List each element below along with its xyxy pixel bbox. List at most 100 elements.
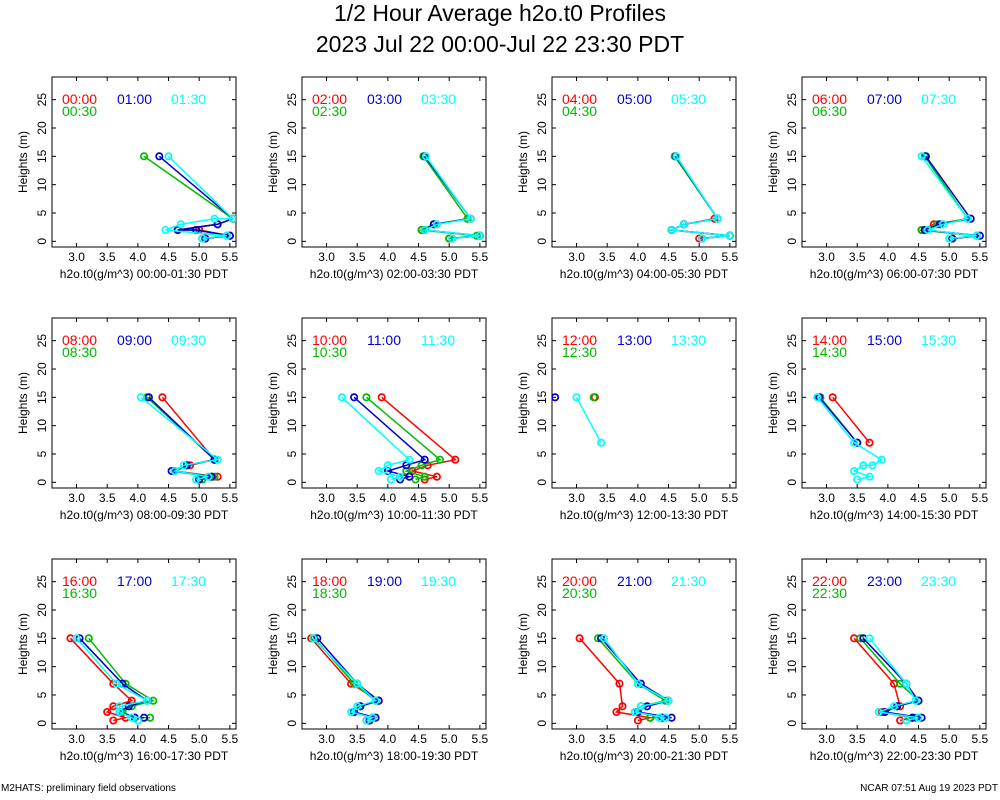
y-tick-label: 15	[535, 149, 549, 163]
x-tick-label: 4.5	[660, 491, 677, 505]
y-tick-label: 5	[785, 691, 799, 698]
data-point	[667, 225, 676, 235]
x-tick-label: 4.0	[130, 732, 147, 746]
legend-entry: 05:30	[671, 91, 706, 107]
legend-entry: 08:30	[62, 344, 97, 360]
data-point	[195, 475, 204, 484]
data-point	[630, 707, 639, 717]
legend-entry: 14:30	[812, 344, 847, 360]
data-point	[914, 713, 923, 722]
y-tick-label: 10	[285, 660, 299, 674]
data-layer	[575, 634, 676, 725]
chart-panel: 3.0 3.5 4.0 4.5 5.0 5.5 0 5 10 15 20 25 h2o.t0(g/m^3…	[16, 317, 239, 522]
legend-entry: 00:30	[62, 103, 97, 119]
y-tick-label: 25	[785, 93, 799, 107]
y-tick-label: 0	[35, 479, 49, 486]
y-tick-label: 15	[285, 631, 299, 645]
x-tick-label: 3.5	[849, 732, 866, 746]
x-tick-label: 5.0	[191, 732, 208, 746]
x-tick-label: 3.0	[818, 732, 835, 746]
legend-entry: 06:00	[812, 91, 847, 107]
data-layer	[813, 393, 886, 484]
data-point	[828, 393, 837, 402]
data-point	[850, 438, 859, 447]
series-line	[597, 637, 668, 719]
data-point	[161, 225, 170, 235]
data-point	[902, 679, 911, 688]
y-tick-label: 0	[535, 479, 549, 486]
data-point	[972, 231, 981, 240]
x-tick-label: 5.0	[441, 250, 458, 264]
x-tick-label: 4.0	[130, 491, 147, 505]
legend-entry: 03:30	[421, 91, 456, 107]
data-point	[963, 214, 972, 223]
y-tick-label: 5	[35, 691, 49, 698]
x-axis-label: h2o.t0(g/m^3) 22:00-23:30 PDT	[810, 749, 979, 763]
y-tick-label: 5	[285, 691, 299, 698]
data-point	[466, 214, 475, 223]
y-tick-label: 0	[35, 238, 49, 245]
series-line	[421, 155, 480, 240]
data-point	[115, 702, 124, 711]
data-point	[658, 713, 667, 722]
data-point	[850, 466, 859, 476]
data-point	[877, 455, 886, 464]
legend-entry: 23:30	[921, 573, 956, 589]
plot-frame	[301, 76, 487, 248]
data-point	[347, 707, 356, 717]
x-tick-label: 5.5	[972, 250, 989, 264]
y-tick-label: 15	[35, 149, 49, 163]
data-point	[353, 679, 362, 688]
x-tick-label: 3.0	[68, 491, 85, 505]
data-point	[176, 220, 185, 229]
plot-frame	[51, 558, 237, 730]
legend-entry: 17:00	[117, 573, 152, 589]
data-point	[451, 455, 460, 464]
x-tick-label: 4.0	[380, 491, 397, 505]
legend-entry: 22:30	[812, 585, 847, 601]
plot-frame	[301, 558, 487, 730]
x-tick-label: 4.5	[160, 491, 177, 505]
legend-entry: 21:00	[617, 573, 652, 589]
y-tick-label: 10	[785, 178, 799, 192]
y-tick-label: 15	[535, 390, 549, 404]
x-axis-label: h2o.t0(g/m^3) 10:00-11:30 PDT	[310, 508, 478, 522]
x-tick-label: 5.0	[691, 732, 708, 746]
y-axis-label: Heights (m)	[16, 613, 30, 675]
y-tick-label: 10	[785, 419, 799, 433]
figure-subtitle: 2023 Jul 22 00:00-Jul 22 23:30 PDT	[316, 31, 684, 57]
y-tick-label: 10	[785, 660, 799, 674]
data-point	[725, 231, 734, 240]
x-tick-label: 5.5	[222, 732, 239, 746]
x-tick-label: 4.0	[380, 250, 397, 264]
y-axis-label: Heights (m)	[16, 131, 30, 193]
plot-frame	[801, 76, 987, 248]
legend-entry: 14:00	[812, 332, 847, 348]
y-axis-label: Heights (m)	[266, 131, 280, 193]
data-point	[618, 702, 627, 711]
x-axis-label: h2o.t0(g/m^3) 00:00-01:30 PDT	[60, 267, 229, 281]
x-tick-label: 3.0	[818, 491, 835, 505]
data-point	[859, 461, 868, 470]
x-tick-label: 4.0	[880, 491, 897, 505]
data-point	[917, 152, 926, 161]
x-tick-label: 5.0	[691, 491, 708, 505]
data-point	[368, 713, 377, 722]
legend-entry: 10:00	[312, 332, 347, 348]
data-point	[337, 393, 346, 402]
data-layer	[136, 393, 222, 484]
x-tick-label: 5.0	[691, 250, 708, 264]
x-axis-label: h2o.t0(g/m^3) 16:00-17:30 PDT	[60, 749, 229, 763]
y-tick-label: 20	[535, 362, 549, 376]
data-layer	[552, 393, 606, 447]
x-tick-label: 5.0	[941, 491, 958, 505]
y-tick-label: 25	[535, 93, 549, 107]
x-tick-label: 3.0	[568, 491, 585, 505]
x-tick-label: 4.5	[660, 250, 677, 264]
x-tick-label: 5.0	[191, 250, 208, 264]
x-tick-label: 5.5	[472, 491, 489, 505]
chart-panel: 3.0 3.5 4.0 4.5 5.0 5.5 0 5 10 15 20 25 h2o.t0(g/m^3…	[516, 317, 739, 522]
x-tick-label: 4.5	[910, 250, 927, 264]
x-tick-label: 4.5	[910, 732, 927, 746]
